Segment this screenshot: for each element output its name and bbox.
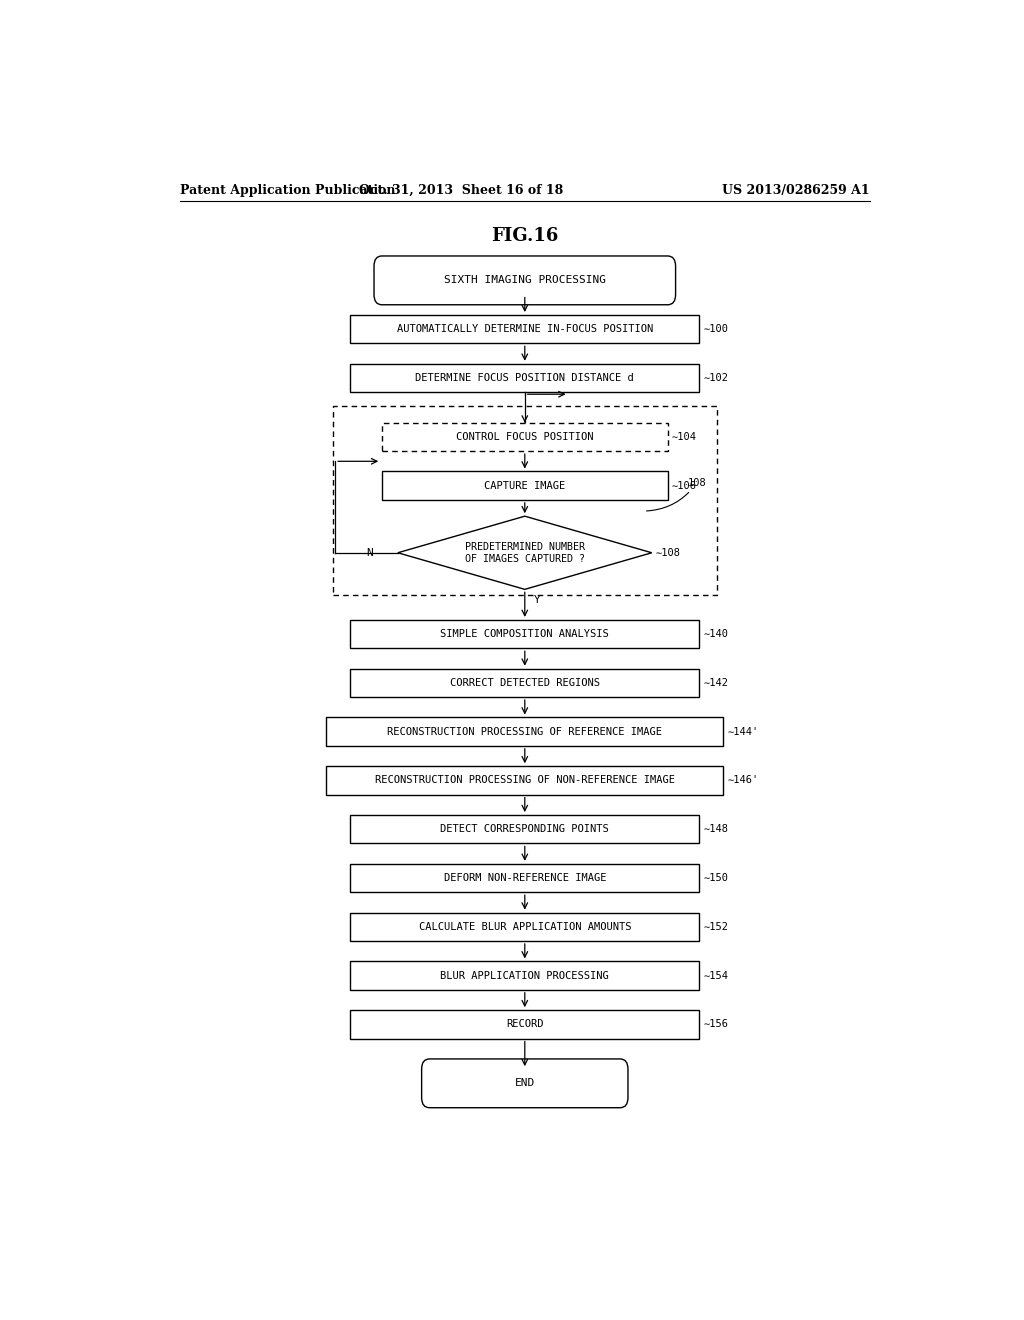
Text: ∼154: ∼154	[703, 970, 728, 981]
Text: RECONSTRUCTION PROCESSING OF NON-REFERENCE IMAGE: RECONSTRUCTION PROCESSING OF NON-REFEREN…	[375, 775, 675, 785]
Bar	[350, 364, 699, 392]
Text: RECORD: RECORD	[506, 1019, 544, 1030]
Bar	[333, 407, 717, 595]
FancyBboxPatch shape	[374, 256, 676, 305]
Bar	[350, 961, 699, 990]
Text: Patent Application Publication: Patent Application Publication	[179, 183, 395, 197]
Bar	[350, 1010, 699, 1039]
Text: FIG.16: FIG.16	[492, 227, 558, 244]
Text: END: END	[515, 1078, 535, 1088]
Bar	[382, 422, 668, 451]
Text: PREDETERMINED NUMBER
OF IMAGES CAPTURED ?: PREDETERMINED NUMBER OF IMAGES CAPTURED …	[465, 543, 585, 564]
Bar	[327, 718, 723, 746]
Text: CONTROL FOCUS POSITION: CONTROL FOCUS POSITION	[456, 432, 594, 442]
Text: ∼148: ∼148	[703, 824, 728, 834]
Text: ∼146': ∼146'	[727, 775, 759, 785]
Text: US 2013/0286259 A1: US 2013/0286259 A1	[722, 183, 870, 197]
Text: ∼104: ∼104	[672, 432, 696, 442]
Text: SIXTH IMAGING PROCESSING: SIXTH IMAGING PROCESSING	[443, 276, 606, 285]
Text: Y: Y	[535, 594, 541, 605]
Bar	[350, 814, 699, 843]
Text: Oct. 31, 2013  Sheet 16 of 18: Oct. 31, 2013 Sheet 16 of 18	[359, 183, 563, 197]
Text: ∼108: ∼108	[655, 548, 681, 558]
Text: ∼150: ∼150	[703, 873, 728, 883]
Text: 108: 108	[646, 478, 707, 511]
Text: ∼102: ∼102	[703, 374, 728, 383]
Text: CAPTURE IMAGE: CAPTURE IMAGE	[484, 480, 565, 491]
Text: ∼142: ∼142	[703, 678, 728, 688]
Text: ∼140: ∼140	[703, 630, 728, 639]
Bar	[350, 669, 699, 697]
Text: ∼106: ∼106	[672, 480, 696, 491]
Text: RECONSTRUCTION PROCESSING OF REFERENCE IMAGE: RECONSTRUCTION PROCESSING OF REFERENCE I…	[387, 726, 663, 737]
Text: DETECT CORRESPONDING POINTS: DETECT CORRESPONDING POINTS	[440, 824, 609, 834]
Text: CORRECT DETECTED REGIONS: CORRECT DETECTED REGIONS	[450, 678, 600, 688]
Text: BLUR APPLICATION PROCESSING: BLUR APPLICATION PROCESSING	[440, 970, 609, 981]
Text: AUTOMATICALLY DETERMINE IN-FOCUS POSITION: AUTOMATICALLY DETERMINE IN-FOCUS POSITIO…	[396, 325, 653, 334]
Text: ∼144': ∼144'	[727, 726, 759, 737]
Text: SIMPLE COMPOSITION ANALYSIS: SIMPLE COMPOSITION ANALYSIS	[440, 630, 609, 639]
Bar	[350, 620, 699, 648]
Bar	[382, 471, 668, 500]
Text: DETERMINE FOCUS POSITION DISTANCE d: DETERMINE FOCUS POSITION DISTANCE d	[416, 374, 634, 383]
Polygon shape	[397, 516, 652, 589]
Bar	[350, 863, 699, 892]
FancyBboxPatch shape	[422, 1059, 628, 1107]
Bar	[327, 766, 723, 795]
Bar	[350, 912, 699, 941]
Text: ∼100: ∼100	[703, 325, 728, 334]
Text: CALCULATE BLUR APPLICATION AMOUNTS: CALCULATE BLUR APPLICATION AMOUNTS	[419, 921, 631, 932]
Bar	[350, 315, 699, 343]
Text: ∼156: ∼156	[703, 1019, 728, 1030]
Text: ∼152: ∼152	[703, 921, 728, 932]
Text: DEFORM NON-REFERENCE IMAGE: DEFORM NON-REFERENCE IMAGE	[443, 873, 606, 883]
Text: N: N	[367, 548, 374, 558]
